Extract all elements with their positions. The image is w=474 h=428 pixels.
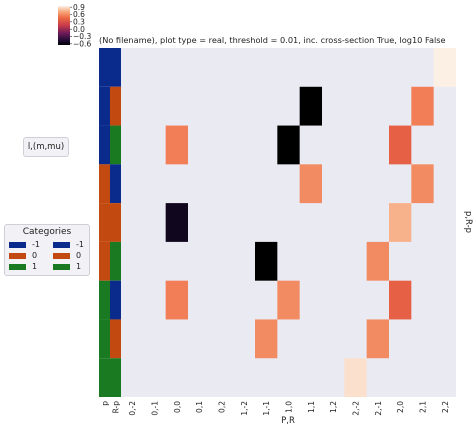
row-strip-p bbox=[110, 358, 121, 397]
legend-label: -1 bbox=[76, 240, 84, 249]
heatmap-cell bbox=[366, 241, 389, 281]
colorbar-tick-label: 0.0 bbox=[73, 25, 85, 34]
index-label: l,(m,mu) bbox=[23, 137, 69, 157]
legend-item: 0 bbox=[9, 251, 37, 260]
colorbar-gradient bbox=[58, 6, 70, 45]
row-axis-label: p bbox=[101, 401, 110, 406]
heatmap-cells bbox=[165, 48, 456, 397]
x-tick-label: 2,2 bbox=[441, 401, 450, 413]
chart-title: (No filename), plot type = real, thresho… bbox=[99, 35, 446, 45]
legend-item: 1 bbox=[9, 262, 37, 271]
colorbar-tick-label: 0.6 bbox=[73, 10, 85, 19]
legend-swatch bbox=[53, 241, 70, 248]
heatmap-cell bbox=[277, 125, 300, 165]
row-strip-l bbox=[99, 358, 110, 397]
heatmap-cell bbox=[389, 280, 412, 320]
x-tick-label: 2,-2 bbox=[352, 401, 361, 416]
row-strip-p bbox=[110, 203, 121, 242]
legend-label: 1 bbox=[32, 262, 38, 271]
row-category-strips bbox=[99, 48, 121, 397]
heatmap-cell bbox=[255, 319, 278, 359]
colorbar-tick-label: −0.6 bbox=[73, 39, 91, 48]
row-strip-p bbox=[110, 241, 121, 281]
heatmap-cell bbox=[165, 125, 188, 165]
x-tick-label: 0,1 bbox=[195, 401, 204, 413]
colorbar-ticks: 0.90.60.30.0−0.3−0.6 bbox=[70, 3, 91, 48]
heatmap-cell bbox=[389, 203, 412, 242]
x-tick-label: 0,-2 bbox=[128, 401, 137, 416]
legend-swatch bbox=[9, 263, 26, 270]
legend-swatch bbox=[53, 263, 70, 270]
colorbar: 0.90.60.30.0−0.3−0.6 bbox=[58, 3, 91, 48]
row-strip-l bbox=[99, 241, 110, 281]
x-tick-labels: 0,-2 0,-1 0,0 0,1 0,2 1,-2 1,-1 1,0 1,1 1,2 2,-2 2,… bbox=[128, 401, 450, 416]
x-tick-label: 2,0 bbox=[396, 401, 405, 413]
legend-swatch bbox=[53, 252, 70, 259]
row-strip-p bbox=[110, 164, 121, 204]
legend-label: 0 bbox=[76, 251, 82, 260]
x-tick-label: 1,-2 bbox=[240, 401, 249, 416]
legend-swatch bbox=[9, 241, 26, 248]
legend-item: 0 bbox=[53, 251, 81, 260]
row-strip-p bbox=[110, 125, 121, 165]
row-axis-labels: p R-p bbox=[101, 401, 121, 414]
legend-item: -1 bbox=[53, 240, 84, 249]
x-tick-label: 1,-1 bbox=[262, 401, 271, 416]
row-strip-l bbox=[99, 164, 110, 204]
x-tick-label: 0,0 bbox=[173, 401, 182, 413]
heatmap-cell bbox=[255, 241, 278, 281]
row-strip-l bbox=[99, 86, 110, 126]
colorbar-tick-label: 0.9 bbox=[73, 3, 85, 12]
x-tick-label: 1,1 bbox=[307, 401, 316, 413]
row-strip-l bbox=[99, 319, 110, 359]
row-strip-p bbox=[110, 48, 121, 87]
heatmap-cell bbox=[299, 86, 322, 126]
legend-item: 1 bbox=[53, 262, 81, 271]
row-strip-p bbox=[110, 86, 121, 126]
y-axis-label: p,R-p bbox=[463, 211, 473, 233]
colorbar-tick-label: −0.3 bbox=[73, 32, 91, 41]
heatmap-cell bbox=[389, 125, 412, 165]
heatmap-cell bbox=[299, 164, 322, 204]
heatmap-cell bbox=[411, 164, 434, 204]
heatmap-cell bbox=[277, 280, 300, 320]
heatmap-cell bbox=[366, 319, 389, 359]
legend-label: -1 bbox=[32, 240, 40, 249]
x-tick-label: 2,1 bbox=[419, 401, 428, 413]
colorbar-tick-label: 0.3 bbox=[73, 17, 85, 26]
row-strip-l bbox=[99, 125, 110, 165]
row-strip-l bbox=[99, 280, 110, 320]
x-tick-label: 2,-1 bbox=[374, 401, 383, 416]
legend-label: 0 bbox=[32, 251, 38, 260]
heatmap-cell bbox=[165, 203, 188, 242]
heatmap-cell bbox=[344, 358, 367, 397]
x-axis-label: P,R bbox=[281, 416, 295, 426]
row-strip-p bbox=[110, 319, 121, 359]
row-axis-label: R-p bbox=[112, 401, 121, 414]
heatmap-cell bbox=[411, 86, 434, 126]
x-tick-label: 0,-1 bbox=[151, 401, 160, 416]
legend-label: 1 bbox=[76, 262, 82, 271]
x-tick-label: 1,0 bbox=[285, 401, 294, 413]
legend-swatch bbox=[9, 252, 26, 259]
categories-legend: Categories -1 -1 0 0 1 1 bbox=[4, 224, 90, 276]
row-strip-l bbox=[99, 48, 110, 87]
legend-title: Categories bbox=[22, 227, 72, 237]
row-strip-p bbox=[110, 280, 121, 320]
heatmap-cell bbox=[433, 48, 456, 87]
heatmap-cell bbox=[165, 280, 188, 320]
legend-item: -1 bbox=[9, 240, 40, 249]
x-tick-label: 1,2 bbox=[329, 401, 338, 413]
x-tick-label: 0,2 bbox=[218, 401, 227, 413]
row-strip-l bbox=[99, 203, 110, 242]
